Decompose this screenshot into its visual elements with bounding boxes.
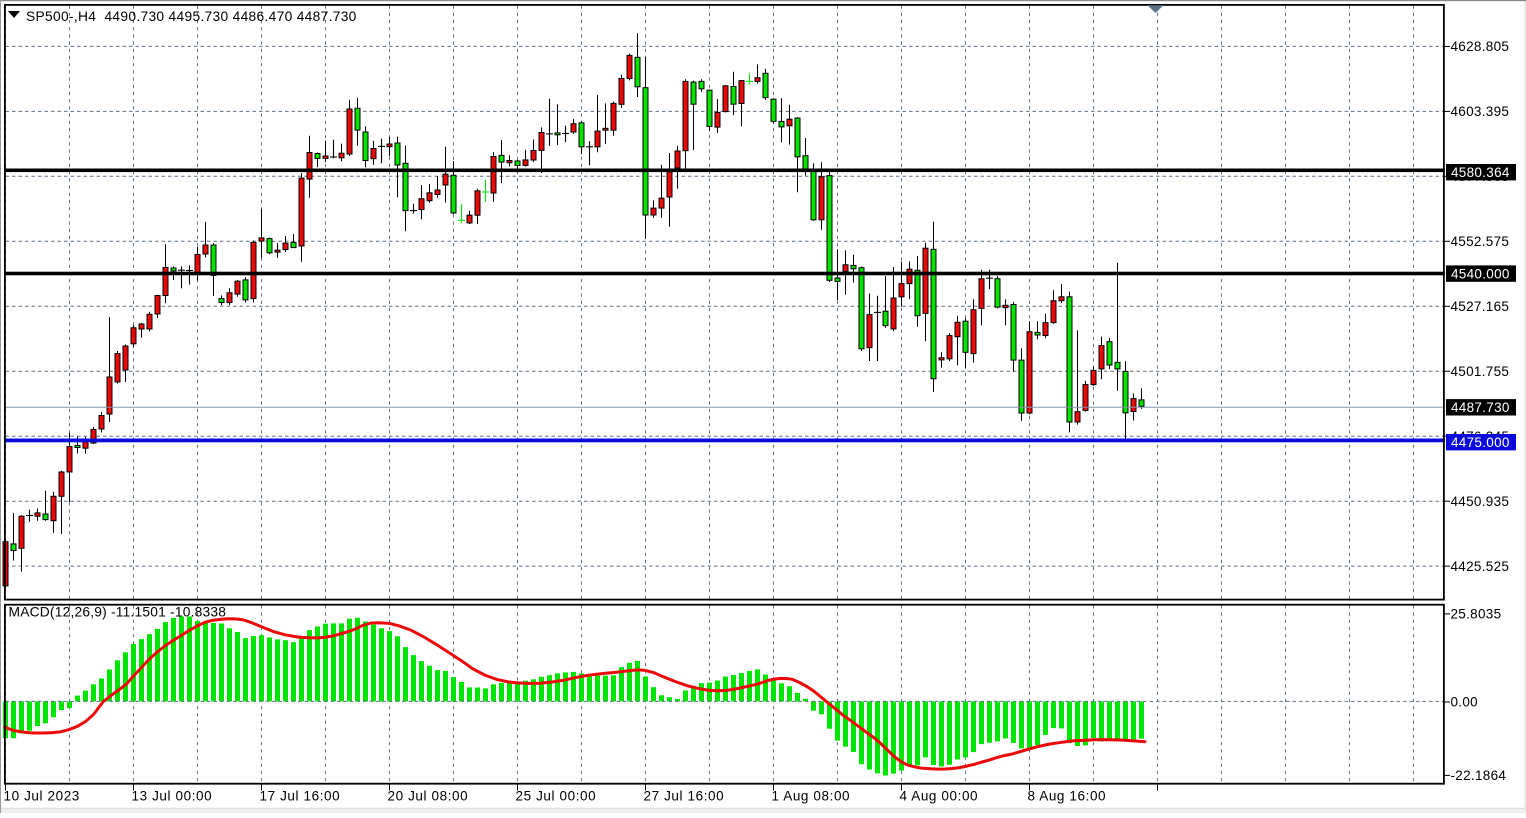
svg-text:4 Aug 00:00: 4 Aug 00:00: [900, 789, 979, 804]
svg-text:25.8035: 25.8035: [1451, 607, 1502, 622]
svg-text:4552.575: 4552.575: [1451, 234, 1510, 249]
svg-text:13 Jul 00:00: 13 Jul 00:00: [132, 789, 213, 804]
svg-text:27 Jul 16:00: 27 Jul 16:00: [644, 789, 725, 804]
svg-text:8 Aug 16:00: 8 Aug 16:00: [1028, 789, 1107, 804]
svg-text:25 Jul 00:00: 25 Jul 00:00: [516, 789, 597, 804]
svg-text:4475.000: 4475.000: [1451, 435, 1510, 450]
svg-text:0.00: 0.00: [1451, 695, 1478, 710]
svg-text:1 Aug 08:00: 1 Aug 08:00: [772, 789, 851, 804]
svg-text:MACD(12,26,9) -11.1501 -10.833: MACD(12,26,9) -11.1501 -10.8338: [9, 604, 227, 619]
svg-text:4628.805: 4628.805: [1451, 39, 1510, 54]
svg-text:-22.1864: -22.1864: [1451, 768, 1507, 783]
svg-text:20 Jul 08:00: 20 Jul 08:00: [388, 789, 469, 804]
svg-text:4501.755: 4501.755: [1451, 364, 1510, 379]
svg-text:4425.525: 4425.525: [1451, 559, 1510, 574]
svg-text:4603.395: 4603.395: [1451, 104, 1510, 119]
svg-text:4540.000: 4540.000: [1451, 266, 1510, 281]
svg-text:17 Jul 16:00: 17 Jul 16:00: [260, 789, 341, 804]
svg-text:SP500-,H4 4490.730 4495.730 4: SP500-,H4 4490.730 4495.730 4486.470 448…: [26, 9, 357, 24]
svg-text:10 Jul 2023: 10 Jul 2023: [4, 789, 80, 804]
svg-text:4527.165: 4527.165: [1451, 299, 1510, 314]
svg-text:4580.364: 4580.364: [1451, 165, 1510, 180]
svg-text:4450.935: 4450.935: [1451, 494, 1510, 509]
svg-text:4487.730: 4487.730: [1451, 400, 1510, 415]
